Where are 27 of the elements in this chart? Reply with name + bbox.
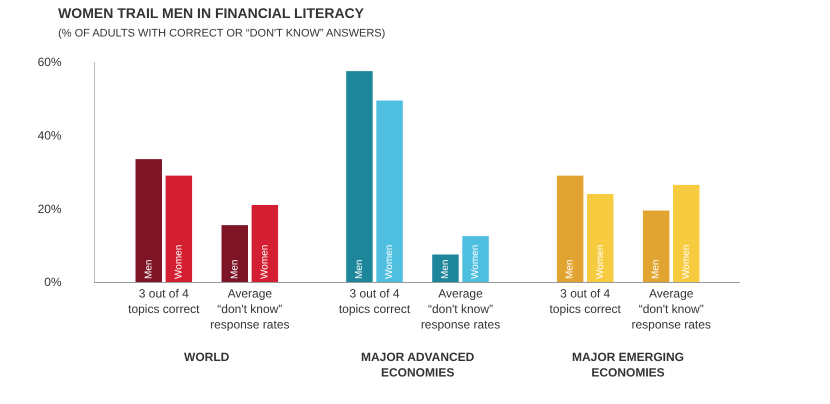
text: MAJOR EMERGING ECONOMIES — [572, 350, 684, 380]
y-tick-label: 0% — [44, 275, 62, 290]
x-tick-label: Average “don't know” response rates — [632, 286, 711, 332]
text: Women — [680, 244, 692, 279]
y-tick-label: 40% — [38, 128, 62, 143]
text: MAJOR ADVANCED ECONOMIES — [361, 350, 475, 380]
text: Men — [564, 260, 576, 279]
text: Women — [259, 244, 270, 279]
text: Women — [470, 244, 482, 279]
text: Men — [354, 260, 365, 279]
y-tick-label: 20% — [38, 202, 62, 216]
series-label: Women — [173, 244, 184, 279]
x-tick-label: 3 out of 4 topics correct — [338, 286, 411, 316]
x-tick-label: Average “don't know” response rates — [210, 286, 290, 332]
text: WORLD — [184, 350, 230, 364]
series-label: Men — [143, 260, 154, 279]
text: Men — [440, 260, 451, 279]
text: Women — [384, 244, 396, 279]
chart-title: WOMEN TRAIL MEN IN FINANCIAL LITERACY — [58, 5, 365, 22]
y-tick-label: 60% — [38, 55, 62, 70]
x-tick-label: 3 out of 4 topics correct — [128, 286, 200, 316]
text: Women — [594, 244, 606, 279]
x-tick-label: Average “don't know” response rates — [420, 286, 500, 332]
text: Men — [229, 260, 240, 279]
x-tick-label: 3 out of 4 topics correct — [550, 286, 622, 316]
chart-subtitle: (% OF ADULTS WITH CORRECT OR “DON'T KNOW” ANSWERS) — [58, 27, 386, 40]
text: Men — [650, 260, 662, 279]
